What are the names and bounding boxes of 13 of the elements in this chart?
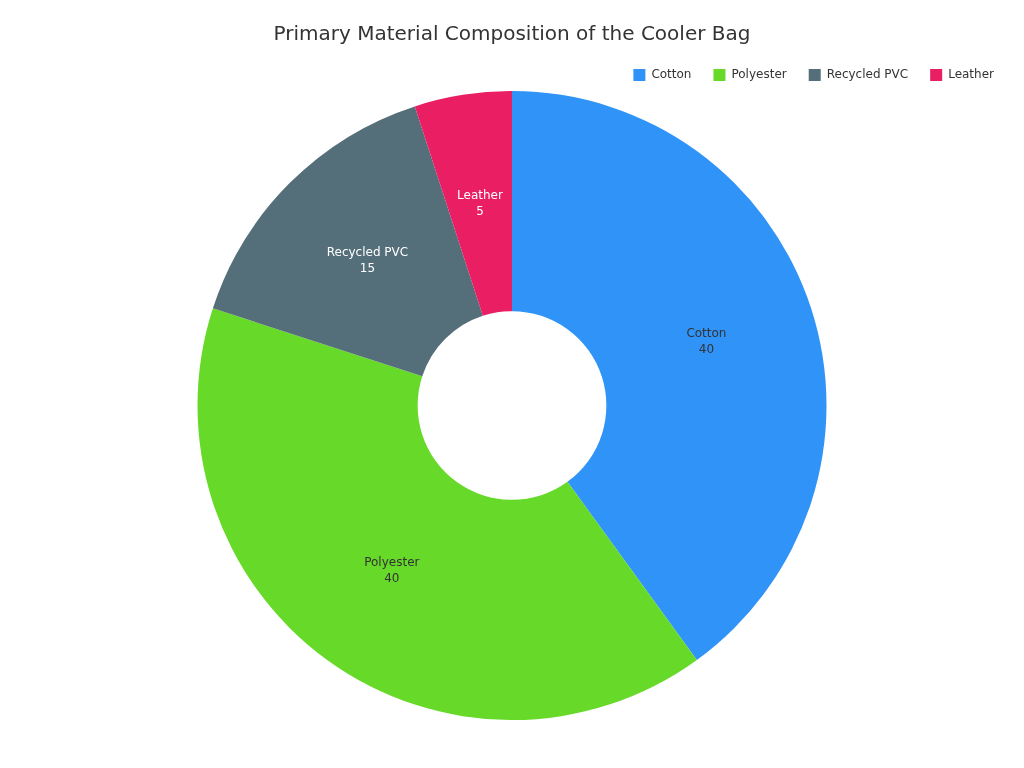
slice-label: Leather (457, 187, 503, 202)
data-label: 40 (698, 342, 715, 357)
data-label: 15 (359, 261, 376, 276)
legend-label: Polyester (731, 67, 787, 82)
slice-label: Cotton (686, 326, 727, 341)
legend-label: Leather (948, 67, 995, 82)
data-label: 40 (384, 571, 400, 586)
chart-title: Primary Material Composition of the Cooler Bag (273, 21, 751, 46)
slice-label: Recycled PVC (326, 245, 409, 260)
legend-label: Recycled PVC (826, 67, 909, 82)
legend-label: Cotton (651, 67, 692, 82)
data-label: 5 (476, 203, 484, 218)
slice-label: Polyester (364, 555, 420, 570)
